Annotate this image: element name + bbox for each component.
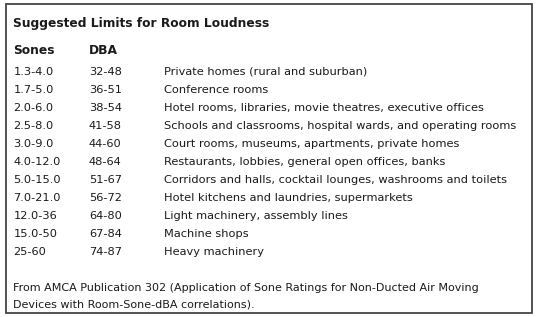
- Text: 4.0-12.0: 4.0-12.0: [13, 157, 61, 167]
- Text: Corridors and halls, cocktail lounges, washrooms and toilets: Corridors and halls, cocktail lounges, w…: [164, 175, 507, 185]
- Text: 44-60: 44-60: [89, 139, 122, 149]
- Text: Suggested Limits for Room Loudness: Suggested Limits for Room Loudness: [13, 17, 270, 30]
- Text: 41-58: 41-58: [89, 121, 122, 131]
- Text: Hotel rooms, libraries, movie theatres, executive offices: Hotel rooms, libraries, movie theatres, …: [164, 103, 484, 113]
- Text: Court rooms, museums, apartments, private homes: Court rooms, museums, apartments, privat…: [164, 139, 459, 149]
- Text: From AMCA Publication 302 (Application of Sone Ratings for Non-Ducted Air Moving: From AMCA Publication 302 (Application o…: [13, 283, 479, 293]
- Text: 15.0-50: 15.0-50: [13, 229, 58, 239]
- Text: 48-64: 48-64: [89, 157, 122, 167]
- Text: Devices with Room-Sone-dBA correlations).: Devices with Room-Sone-dBA correlations)…: [13, 300, 255, 310]
- Text: Restaurants, lobbies, general open offices, banks: Restaurants, lobbies, general open offic…: [164, 157, 445, 167]
- Text: DBA: DBA: [89, 44, 118, 57]
- Text: 2.0-6.0: 2.0-6.0: [13, 103, 54, 113]
- Text: 5.0-15.0: 5.0-15.0: [13, 175, 61, 185]
- Text: 64-80: 64-80: [89, 211, 122, 221]
- Text: 32-48: 32-48: [89, 67, 122, 77]
- Text: 3.0-9.0: 3.0-9.0: [13, 139, 54, 149]
- Text: Light machinery, assembly lines: Light machinery, assembly lines: [164, 211, 348, 221]
- Text: 25-60: 25-60: [13, 247, 46, 257]
- Text: 74-87: 74-87: [89, 247, 122, 257]
- Text: Schools and classrooms, hospital wards, and operating rooms: Schools and classrooms, hospital wards, …: [164, 121, 516, 131]
- Text: 2.5-8.0: 2.5-8.0: [13, 121, 54, 131]
- Text: 1.7-5.0: 1.7-5.0: [13, 85, 54, 95]
- FancyBboxPatch shape: [6, 4, 532, 313]
- Text: Conference rooms: Conference rooms: [164, 85, 268, 95]
- Text: Machine shops: Machine shops: [164, 229, 249, 239]
- Text: 36-51: 36-51: [89, 85, 122, 95]
- Text: 51-67: 51-67: [89, 175, 122, 185]
- Text: 1.3-4.0: 1.3-4.0: [13, 67, 54, 77]
- Text: Private homes (rural and suburban): Private homes (rural and suburban): [164, 67, 367, 77]
- Text: 38-54: 38-54: [89, 103, 122, 113]
- Text: Heavy machinery: Heavy machinery: [164, 247, 264, 257]
- Text: 67-84: 67-84: [89, 229, 122, 239]
- Text: Sones: Sones: [13, 44, 55, 57]
- Text: Hotel kitchens and laundries, supermarkets: Hotel kitchens and laundries, supermarke…: [164, 193, 413, 203]
- Text: 7.0-21.0: 7.0-21.0: [13, 193, 61, 203]
- Text: 56-72: 56-72: [89, 193, 122, 203]
- Text: 12.0-36: 12.0-36: [13, 211, 57, 221]
